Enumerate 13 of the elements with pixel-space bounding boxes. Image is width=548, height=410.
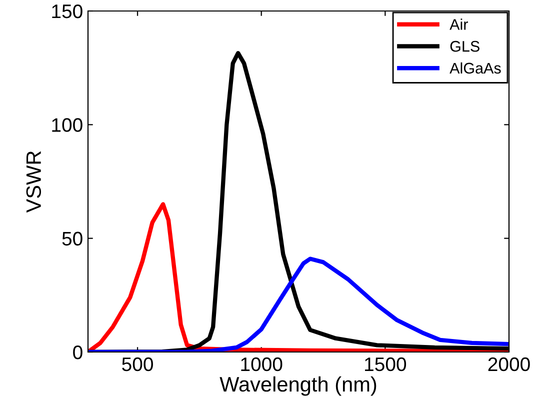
y-tick-label: 100 <box>52 118 82 132</box>
y-tick-label: 50 <box>62 232 82 246</box>
x-tick-label: 500 <box>122 357 153 372</box>
legend-label: Air <box>450 18 468 30</box>
y-tick-label: 150 <box>52 4 82 18</box>
legend-label: GLS <box>450 40 480 52</box>
x-tick-label: 2000 <box>488 357 530 372</box>
x-tick-label: 1000 <box>241 357 282 372</box>
y-tick-label: 0 <box>73 345 82 360</box>
x-axis-title: Wavelength (nm) <box>220 376 376 396</box>
y-axis-title: VSWR <box>26 151 42 213</box>
x-tick-label: 1500 <box>365 357 406 372</box>
legend-label: AlGaAs <box>450 62 501 74</box>
